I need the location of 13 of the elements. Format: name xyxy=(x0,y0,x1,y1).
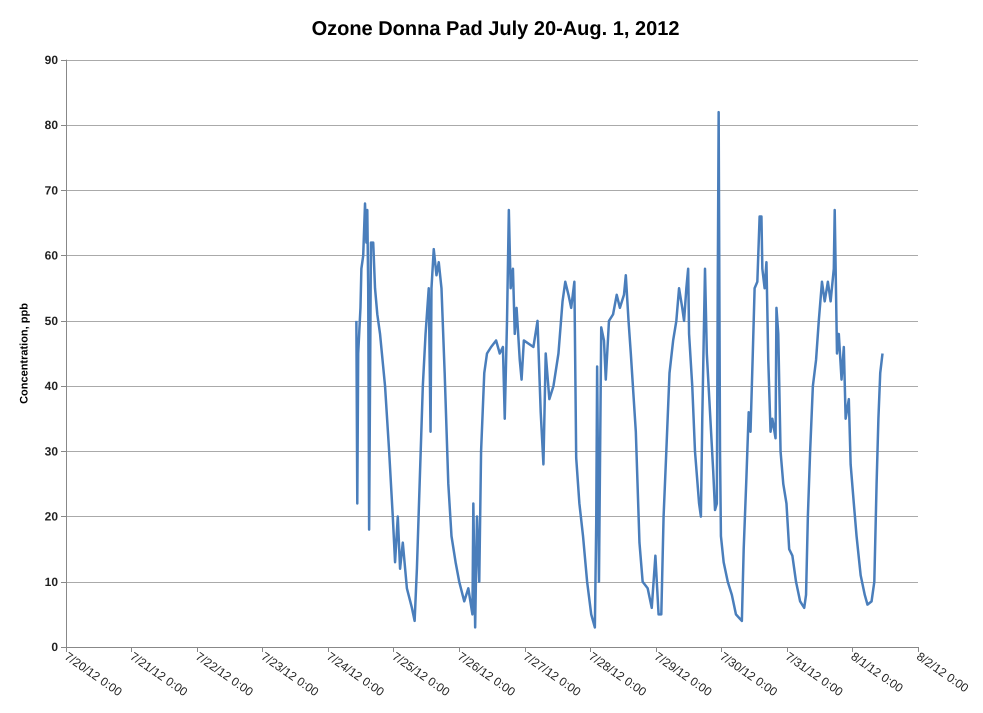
y-tick-label: 30 xyxy=(44,444,58,458)
chart-title: Ozone Donna Pad July 20-Aug. 1, 2012 xyxy=(312,18,680,40)
y-tick-label: 10 xyxy=(44,574,58,589)
y-tick-label: 80 xyxy=(44,118,58,132)
y-tick-label: 0 xyxy=(51,640,58,654)
line-series xyxy=(355,110,884,629)
y-tick-label: 50 xyxy=(44,314,58,328)
y-tick-label: 90 xyxy=(44,53,58,67)
y-tick-label: 20 xyxy=(44,510,58,524)
y-tick-label: 40 xyxy=(44,379,58,394)
y-tick-label: 60 xyxy=(44,248,58,263)
y-tick-label: 70 xyxy=(44,183,58,198)
y-axis-title: Concentration, ppb xyxy=(18,302,30,404)
